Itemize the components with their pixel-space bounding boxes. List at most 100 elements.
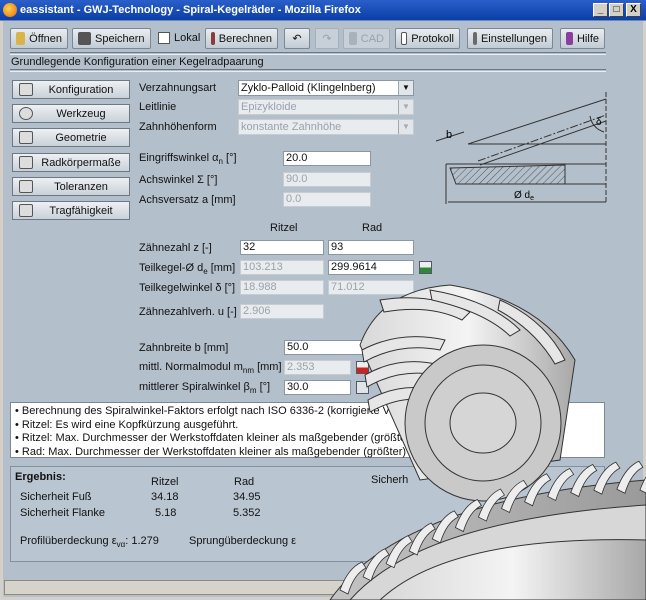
zahnhoehenform-select[interactable]: konstante Zahnhöhe ▼: [238, 119, 414, 135]
message-line: • Ritzel: Max. Durchmesser der Werkstoff…: [15, 432, 414, 444]
undo-button[interactable]: ↶: [284, 28, 310, 49]
achswinkel-label: Achswinkel Σ [°]: [139, 174, 218, 186]
open-label: Öffnen: [29, 32, 62, 45]
select-value: Epizykloide: [241, 101, 297, 113]
eingriffswinkel-input[interactable]: 20.0: [283, 151, 371, 166]
message-box: • Berechnung des Spiralwinkel-Faktors er…: [10, 402, 605, 458]
teilkegel-rad-input[interactable]: 299.9614: [328, 260, 414, 275]
redo-button[interactable]: ↷: [315, 28, 339, 49]
spiralwinkel-input[interactable]: 30.0: [284, 380, 351, 395]
zahnhoehenform-label: Zahnhöhenform: [139, 121, 217, 133]
normalmodul-input[interactable]: 2.353: [284, 360, 351, 375]
save-label: Speichern: [95, 32, 145, 45]
teilkegel-ritzel-input[interactable]: 103.213: [240, 260, 324, 275]
result-ritzel-value: 34.18: [151, 491, 179, 503]
sigma-icon: [19, 204, 33, 217]
zahnbreite-input[interactable]: 50.0: [284, 340, 371, 355]
local-checkbox[interactable]: Lokal: [158, 32, 200, 44]
status-bar: [4, 580, 642, 595]
result-rad-header: Rad: [234, 476, 255, 488]
uebersetzung-label: Zähnezahlverh. u [-]: [139, 306, 237, 318]
window-title: eassistant - GWJ-Technology - Spiral-Keg…: [20, 4, 361, 16]
settings-button[interactable]: Einstellungen: [467, 28, 553, 49]
nav-tragfaehigkeit[interactable]: Tragfähigkeit: [12, 201, 130, 220]
nav-werkzeug[interactable]: Werkzeug: [12, 104, 130, 123]
value: : 1.279: [125, 535, 159, 547]
nav-geometrie[interactable]: Geometrie: [12, 128, 130, 147]
close-button[interactable]: X: [626, 3, 641, 17]
chevron-down-icon[interactable]: ▼: [398, 81, 413, 95]
calculate-label: Berechnen: [218, 32, 272, 45]
profilueberdeckung: Profilüberdeckung εvα: 1.279: [20, 535, 159, 549]
label-sub: n: [218, 157, 223, 167]
result-rad-value: 34.95: [233, 491, 261, 503]
calculate-button[interactable]: Berechnen: [205, 28, 278, 49]
label-text: mittl. Normalmodul m: [139, 361, 243, 373]
nav-label: Geometrie: [55, 131, 107, 144]
message-line: • Rad: Max. Durchmesser der Werkstoffdat…: [15, 445, 433, 458]
result-row-label: Sicherheit Fuß: [20, 491, 92, 503]
cad-label: CAD: [360, 32, 384, 45]
zahnbreite-empfohlen: 31: [375, 342, 388, 354]
uebersetzung-input[interactable]: 2.906: [240, 304, 324, 319]
save-button[interactable]: Speichern: [72, 28, 151, 49]
achsversatz-label: Achsversatz a [mm]: [139, 194, 236, 206]
result-row-label: Sicherheit Flanke: [20, 507, 105, 519]
message-line: • Ritzel: Es wird eine Kopfkürzung ausge…: [15, 418, 239, 431]
teilkegelwinkel-rad-input[interactable]: 71.012: [328, 280, 414, 295]
lock-open-icon[interactable]: [419, 261, 432, 274]
zaehnezahl-ritzel-input[interactable]: 32: [240, 240, 324, 255]
label-unit: [mm]: [254, 361, 282, 373]
calculator-icon: [211, 32, 215, 45]
divider: [10, 52, 606, 55]
cad-button[interactable]: CAD: [343, 28, 390, 49]
divider: [10, 69, 606, 72]
lock-closed-icon[interactable]: [356, 361, 369, 374]
teilkegelwinkel-ritzel-input[interactable]: 18.988: [240, 280, 324, 295]
label-text: mittlerer Spiralwinkel β: [139, 381, 250, 393]
leitlinie-select[interactable]: Epizykloide ▼: [238, 99, 414, 115]
label-text: Profilüberdeckung ε: [20, 535, 117, 547]
protocol-button[interactable]: Protokoll: [395, 28, 460, 49]
achswinkel-input[interactable]: 90.0: [283, 172, 371, 187]
select-value: konstante Zahnhöhe: [241, 121, 342, 133]
nav-radkoerpermasse[interactable]: Radkörpermaße: [12, 153, 130, 172]
result-sicherheit-header: Sicherh: [371, 474, 409, 486]
zaehnezahl-rad-input[interactable]: 93: [328, 240, 414, 255]
label-text: Eingriffswinkel α: [139, 152, 219, 164]
nav-label: Radkörpermaße: [41, 156, 121, 169]
normalmodul-label: mittl. Normalmodul mnm [mm]: [139, 361, 282, 375]
local-label: Lokal: [174, 32, 201, 44]
cad-icon: [349, 32, 357, 45]
nav-konfiguration[interactable]: Konfiguration: [12, 80, 130, 99]
minimize-button[interactable]: _: [593, 3, 608, 17]
undo-icon: ↶: [292, 33, 302, 45]
zaehnezahl-label: Zähnezahl z [-]: [139, 242, 212, 254]
result-ritzel-value: 5.18: [155, 507, 177, 519]
nav-toleranzen[interactable]: Toleranzen: [12, 177, 130, 196]
de-text: Ø d: [514, 190, 530, 201]
help-button[interactable]: Hilfe: [560, 28, 605, 49]
result-rad-value: 5.352: [233, 507, 261, 519]
nav-label: Konfiguration: [48, 83, 114, 96]
checkbox-box[interactable]: [158, 32, 170, 44]
chevron-down-icon[interactable]: ▼: [398, 100, 413, 114]
document-icon: [401, 32, 408, 45]
achsversatz-input[interactable]: 0.0: [283, 192, 371, 207]
floppy-icon: [78, 32, 91, 45]
window-titlebar: eassistant - GWJ-Technology - Spiral-Keg…: [0, 0, 646, 21]
dimension-icon: [19, 156, 33, 169]
tool-gear-icon: [19, 107, 33, 120]
maximize-button[interactable]: □: [609, 3, 624, 17]
teilkegelwinkel-label: Teilkegelwinkel δ [°]: [139, 282, 236, 294]
chevron-down-icon[interactable]: ▼: [398, 120, 413, 134]
open-button[interactable]: Öffnen: [10, 28, 68, 49]
eingriffswinkel-label: Eingriffswinkel αn [°]: [139, 152, 237, 166]
section-title: Grundlegende Konfiguration einer Kegelra…: [11, 56, 264, 68]
spiralwinkel-label: mittlerer Spiralwinkel βm [°]: [139, 381, 270, 395]
window-frame: [0, 21, 646, 600]
label-unit: [mm]: [207, 262, 236, 274]
settings-label: Einstellungen: [480, 32, 547, 45]
verzahnungsart-select[interactable]: Zyklo-Palloid (Klingelnberg) ▼: [238, 80, 414, 96]
lock-icon[interactable]: [356, 381, 369, 394]
